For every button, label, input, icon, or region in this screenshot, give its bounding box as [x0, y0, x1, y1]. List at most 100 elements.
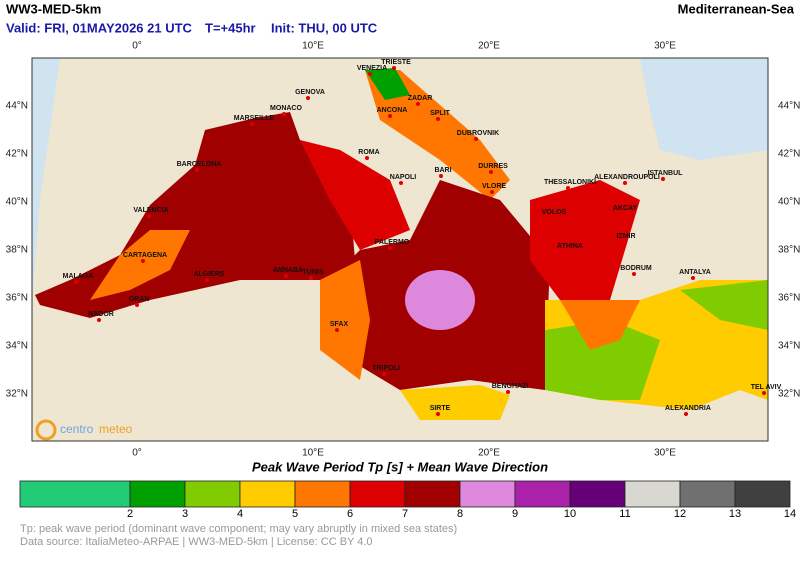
logo-text: meteo: [99, 422, 133, 436]
colorbar-label: 12: [674, 508, 686, 520]
city-label: ZADAR: [408, 95, 433, 102]
colorbar-segment: [514, 480, 571, 508]
black-sea: [640, 58, 768, 160]
footer-source: Data source: ItaliaMeteo-ARPAE | WW3-MED…: [20, 536, 373, 548]
lon-label: 10°E: [302, 448, 324, 459]
city-dot: [436, 412, 440, 416]
city-dot: [250, 122, 254, 126]
city-label: TRIESTE: [381, 59, 411, 66]
colorbar-label: 2: [127, 508, 133, 520]
city-dot: [506, 390, 510, 394]
colorbar-segment: [734, 480, 791, 508]
lat-label: 32°N: [6, 389, 28, 400]
colorbar-label: 9: [512, 508, 518, 520]
colorbar-segment: [459, 480, 516, 508]
city-dot: [566, 250, 570, 254]
lat-label: 34°N: [778, 341, 800, 352]
city-label: BARCELONA: [177, 161, 222, 168]
city-label: SPLIT: [430, 110, 451, 117]
city-label: CARTAGENA: [123, 252, 167, 259]
map: centro meteo: [31, 57, 769, 442]
city-dot: [97, 318, 101, 322]
colorbar-segment: [679, 480, 736, 508]
city-label: PALERMO: [375, 239, 410, 246]
city-label: ANTALYA: [679, 269, 711, 276]
atlantic: [32, 58, 60, 300]
city-dot: [623, 181, 627, 185]
colorbar-label: 10: [564, 508, 576, 520]
city-dot: [632, 272, 636, 276]
city-dot: [195, 168, 199, 172]
colorbar-segment: [569, 480, 626, 508]
lat-label: 42°N: [778, 149, 800, 160]
city-dot: [306, 96, 310, 100]
colorbar-label: 11: [619, 508, 630, 520]
lat-label: 44°N: [778, 101, 800, 112]
city-dot: [309, 276, 313, 280]
city-label: VALENCIA: [133, 207, 168, 214]
city-label: ALGIERS: [193, 271, 224, 278]
colorbar-label: 3: [182, 508, 188, 520]
colorbar-label: 13: [729, 508, 741, 520]
city-dot: [282, 112, 286, 116]
colorbar-label: 5: [292, 508, 298, 520]
sea-north-adriatic: [365, 68, 410, 100]
colorbar-label: 6: [347, 508, 353, 520]
city-label: GENOVA: [295, 89, 325, 96]
city-dot: [490, 190, 494, 194]
city-label: ATHINA: [557, 243, 583, 250]
lon-label: 20°E: [478, 41, 500, 52]
city-label: IZMIR: [616, 233, 635, 240]
city-dot: [399, 181, 403, 185]
sea-sirte: [400, 385, 510, 420]
lat-label: 32°N: [778, 389, 800, 400]
lat-label: 38°N: [6, 245, 28, 256]
lon-label: 30°E: [654, 41, 676, 52]
city-dot: [365, 156, 369, 160]
city-label: ROMA: [358, 149, 379, 156]
city-label: MARSEILLE: [234, 115, 275, 122]
city-label: VOLOS: [542, 209, 567, 216]
sea-aegean: [530, 180, 640, 300]
city-label: ANNABA: [273, 267, 303, 274]
colorbar-segment: [129, 480, 186, 508]
sea-alboran: [90, 230, 190, 300]
lon-label: 10°E: [302, 41, 324, 52]
city-label: TUNIS: [303, 269, 324, 276]
colorbar-label: 14: [784, 508, 796, 520]
city-label: VENEZIA: [357, 65, 387, 72]
colorbar-label: 4: [237, 508, 243, 520]
logo-icon: [35, 419, 57, 441]
city-label: ORAN: [129, 296, 150, 303]
city-dot: [762, 391, 766, 395]
sea-ionian-core: [405, 270, 475, 330]
logo-text: centro: [60, 422, 94, 436]
city-dot: [622, 240, 626, 244]
city-label: ISTANBUL: [648, 170, 684, 177]
lat-label: 38°N: [778, 245, 800, 256]
city-dot: [566, 186, 570, 190]
city-label: NAPOLI: [390, 174, 417, 181]
sea-tyrrhenian: [300, 140, 410, 250]
city-dot: [691, 276, 695, 280]
city-dot: [392, 66, 396, 70]
legend-title: Peak Wave Period Tp [s] + Mean Wave Dire…: [252, 459, 548, 474]
map-frame: [31, 57, 769, 442]
init-time: Init: THU, 00 UTC: [271, 20, 378, 35]
colorbar-segment: [624, 480, 681, 508]
city-label: DUBROVNIK: [457, 130, 499, 137]
city-dot: [141, 259, 145, 263]
city-label: DURRES: [478, 163, 508, 170]
city-label: VLORE: [482, 183, 506, 190]
city-dot: [335, 328, 339, 332]
city-label: SIRTE: [430, 405, 451, 412]
colorbar-segment: [184, 480, 241, 508]
city-dot: [416, 102, 420, 106]
title: WW3-MED-5km: [6, 1, 101, 16]
sea-levantine-south: [545, 320, 660, 400]
lon-label: 30°E: [654, 448, 676, 459]
city-label: NADOR: [88, 311, 114, 318]
city-dot: [474, 137, 478, 141]
city-dot: [436, 117, 440, 121]
